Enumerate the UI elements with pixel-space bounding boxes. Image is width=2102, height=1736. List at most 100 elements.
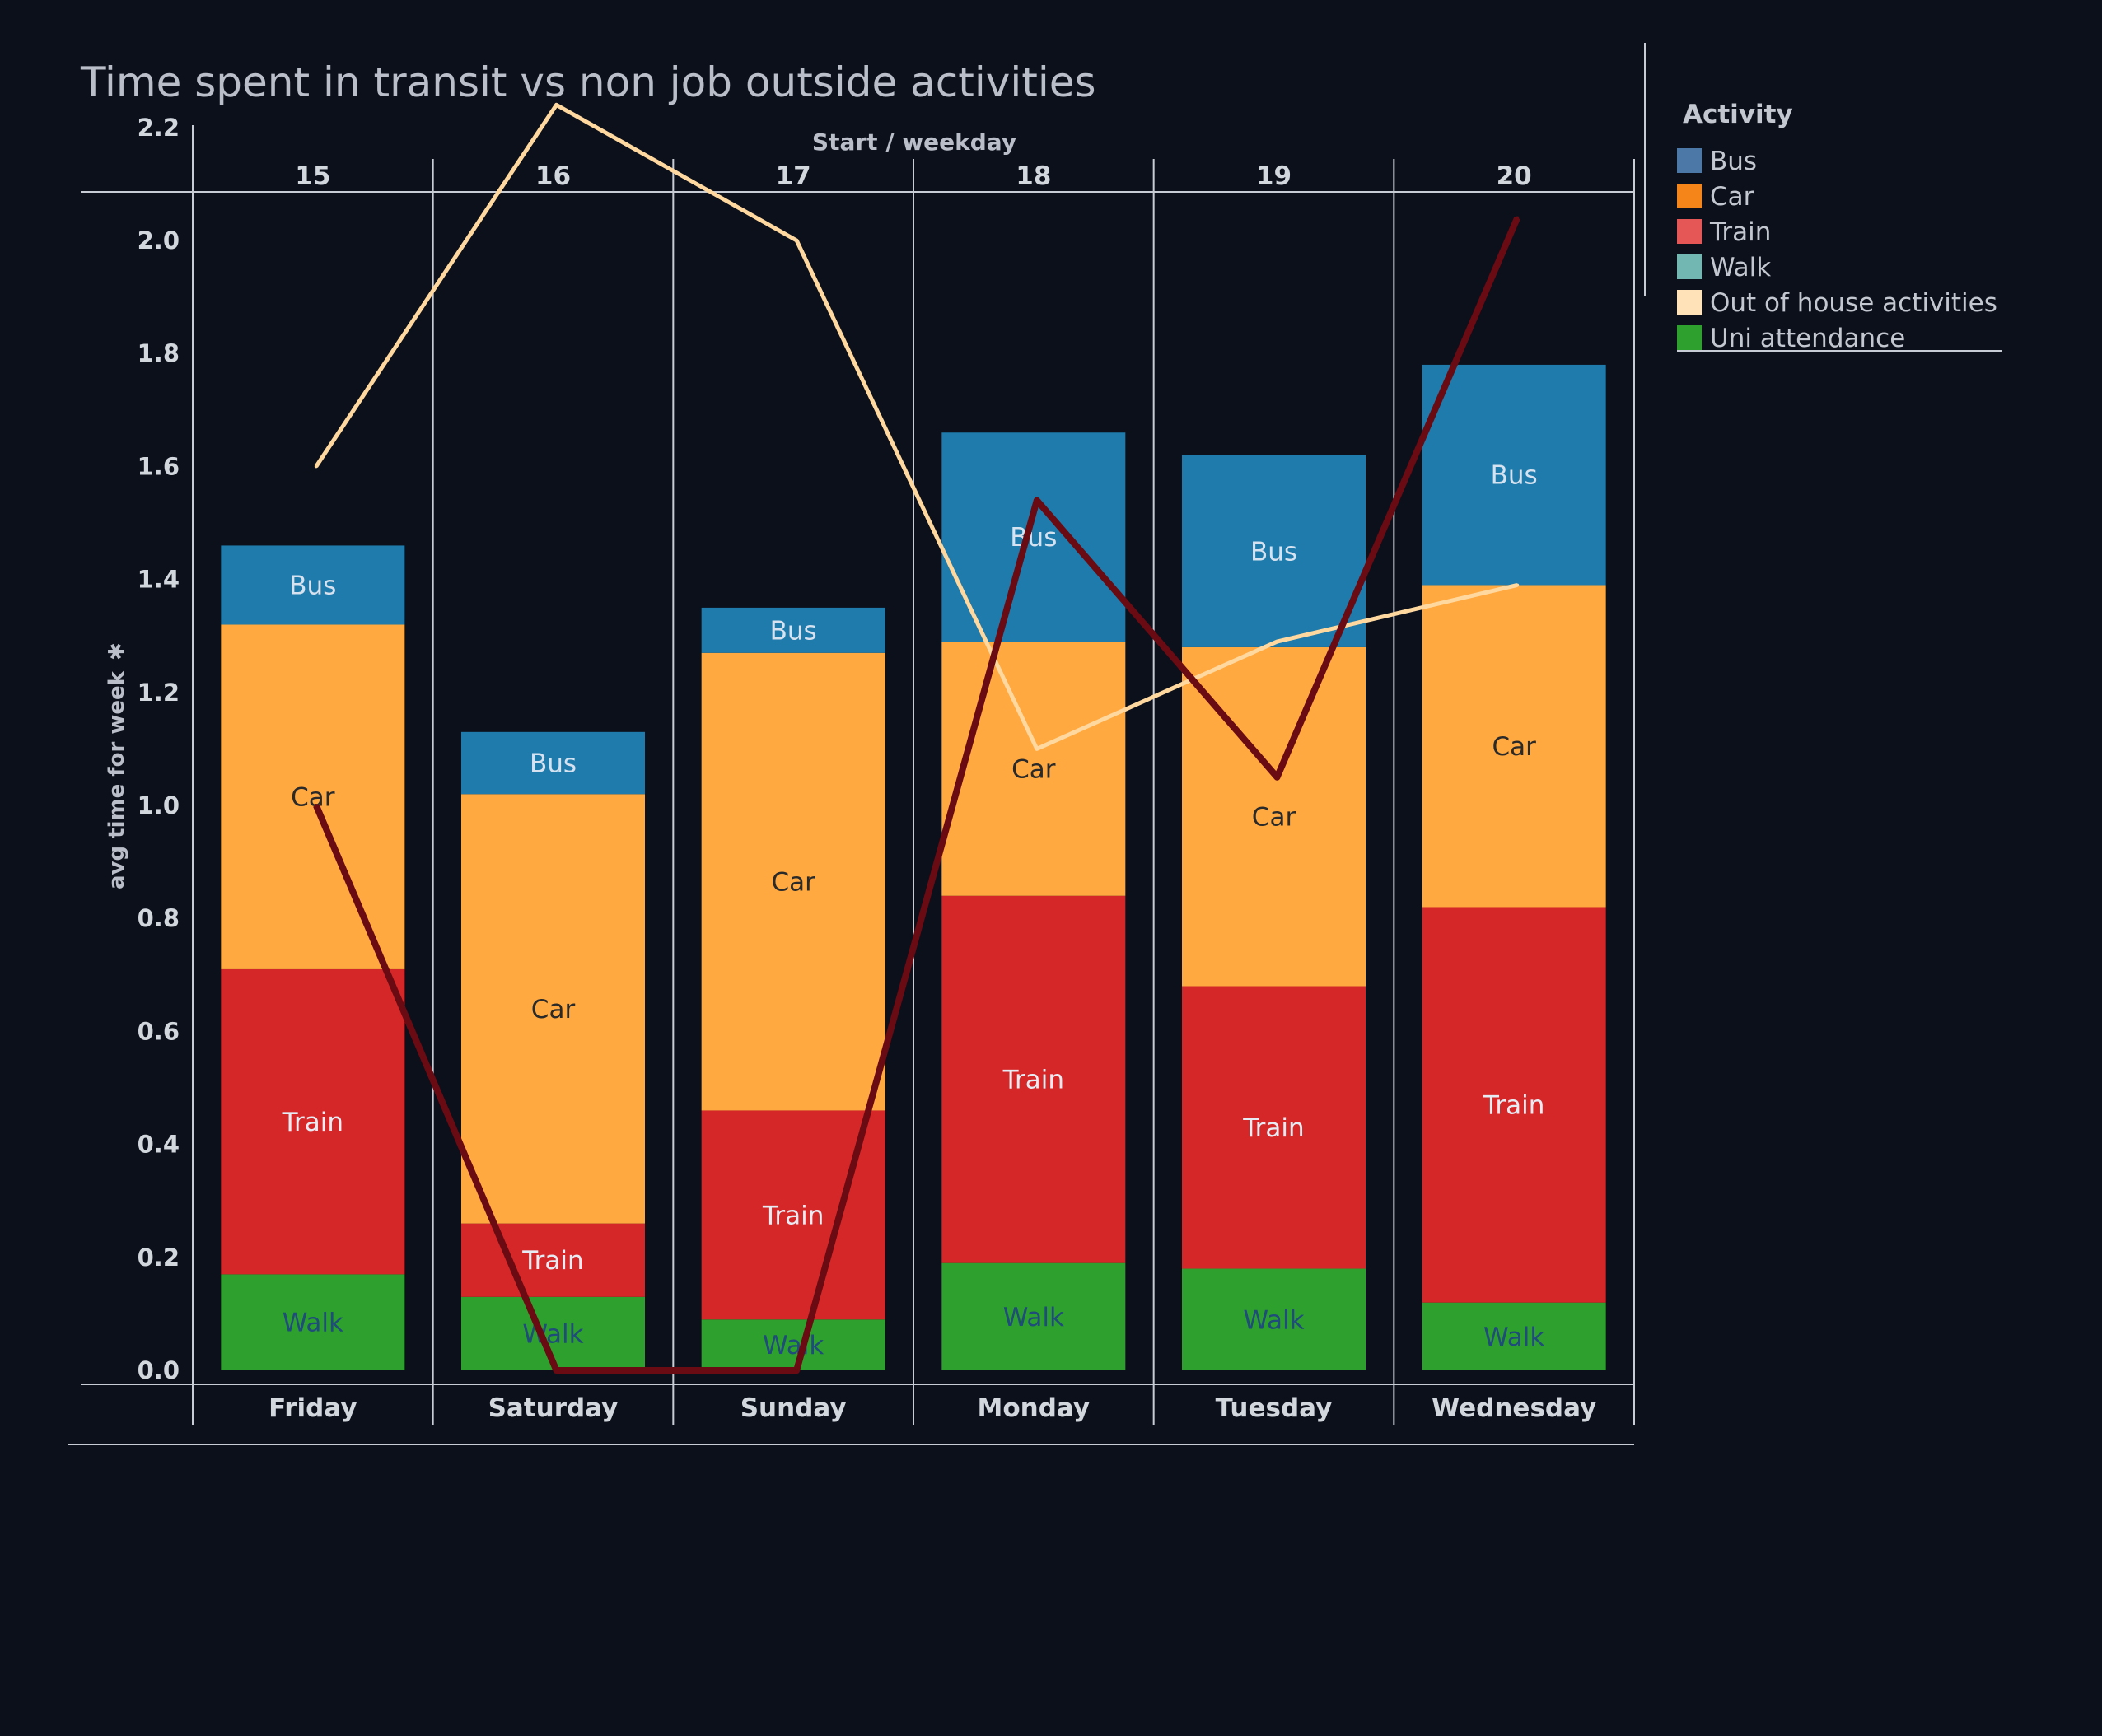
bar-segment-label: Bus	[1250, 537, 1297, 567]
column-header-label: 16	[535, 161, 571, 191]
line-point[interactable]	[314, 804, 318, 807]
bar-segment-car[interactable]	[221, 624, 405, 969]
bar-segment-car[interactable]	[1422, 585, 1606, 908]
bar-segment-car[interactable]	[941, 642, 1126, 896]
bar-segment-walk[interactable]	[1182, 1268, 1366, 1370]
bar-segment-bus[interactable]	[941, 432, 1126, 642]
bar-segment-walk[interactable]	[941, 1262, 1126, 1370]
legend-item-label[interactable]: Walk	[1710, 253, 1771, 282]
bar-segment-train[interactable]	[221, 968, 405, 1275]
line-point[interactable]	[1516, 216, 1520, 220]
y-tick-label: 1.0	[138, 791, 180, 819]
bar-segment-label: Walk	[1243, 1305, 1304, 1335]
line-point[interactable]	[314, 464, 318, 469]
bar-segment-train[interactable]	[1182, 986, 1366, 1269]
bar-segment-train[interactable]	[701, 1110, 885, 1320]
bar-segment-label: Train	[521, 1246, 583, 1276]
bars-layer: Walk Train Car Bus Walk Train Car Bus Walk Train C…	[221, 364, 1606, 1370]
bar-segment-bus[interactable]	[1182, 455, 1366, 647]
line-series-uni-attendance[interactable]	[313, 216, 1520, 1374]
sort-icon[interactable]: ✱	[105, 642, 129, 660]
bar-segment-bus[interactable]	[221, 545, 405, 625]
legend-item-label[interactable]: Train	[1709, 217, 1771, 247]
bar-segment-label: Train	[282, 1108, 343, 1137]
bar-segment-bus[interactable]	[461, 731, 645, 795]
bar-segment-label: Bus	[770, 616, 817, 646]
x-axis-header: Start / weekday	[812, 128, 1016, 156]
column-header-label: 19	[1256, 161, 1292, 191]
line-series-out-of-house-activities[interactable]	[314, 102, 1518, 751]
x-tick-label: Wednesday	[1432, 1393, 1596, 1423]
legend-swatch[interactable]	[1677, 325, 1702, 350]
bar-segment-train[interactable]	[1422, 907, 1606, 1303]
bar-segment-train[interactable]	[941, 895, 1126, 1263]
labels-layer: 15 16 17 18 19 20 0.0 0.2 0.4 0.6 0.8 1.0 1.2 1.4 1.6 1…	[138, 114, 1597, 1423]
bar-segment-label: Bus	[530, 749, 577, 779]
y-axis-label-group: avg time for week ✱	[105, 642, 129, 889]
x-tick-label: Monday	[978, 1393, 1091, 1423]
x-tick-label: Saturday	[488, 1393, 619, 1423]
legend-swatch[interactable]	[1677, 254, 1702, 279]
line-point[interactable]	[554, 1369, 558, 1372]
line-point[interactable]	[1275, 775, 1279, 779]
legend-item-label[interactable]: Bus	[1710, 147, 1757, 176]
bar-segment-bus[interactable]	[1422, 364, 1606, 586]
bar-segment-walk[interactable]	[1422, 1302, 1606, 1370]
bar-segment-label: Walk	[1483, 1323, 1544, 1352]
bar-segment-car[interactable]	[701, 652, 885, 1111]
bar-segment-label: Train	[1242, 1113, 1304, 1143]
legend-item-label[interactable]: Out of house activities	[1710, 288, 1997, 318]
bar-segment-label: Bus	[289, 571, 336, 600]
bar-segment-label: Car	[531, 995, 576, 1024]
chart-title: Time spent in transit vs non job outside…	[80, 58, 1096, 106]
bar-segment-walk[interactable]	[701, 1319, 885, 1370]
column-header-label: 18	[1016, 161, 1051, 191]
y-tick-label: 0.6	[138, 1017, 180, 1045]
y-tick-label: 2.2	[138, 114, 180, 142]
line-point[interactable]	[554, 103, 558, 107]
legend-swatch[interactable]	[1677, 290, 1702, 315]
bar-segment-label: Car	[1252, 803, 1296, 833]
x-tick-label: Sunday	[740, 1393, 847, 1423]
y-tick-label: 1.4	[138, 566, 180, 594]
line-point[interactable]	[1516, 583, 1520, 587]
legend-item-label[interactable]: Car	[1710, 182, 1754, 212]
bar-segment-label: Train	[1483, 1091, 1544, 1121]
line-point[interactable]	[1035, 498, 1039, 502]
bar-segment-label: Bus	[1010, 523, 1057, 553]
legend-swatch[interactable]	[1677, 148, 1702, 173]
y-tick-label: 1.6	[138, 452, 180, 480]
y-tick-label: 1.8	[138, 339, 180, 367]
y-tick-label: 2.0	[138, 226, 180, 254]
legend: Activity Bus Car Train Walk Out of house act…	[1677, 100, 2002, 353]
bar-segment-car[interactable]	[461, 794, 645, 1224]
bar-segment-walk[interactable]	[221, 1274, 405, 1370]
bar-segment-bus[interactable]	[701, 607, 885, 653]
column-header-label: 15	[295, 161, 330, 191]
y-tick-label: 0.4	[138, 1131, 180, 1159]
column-header-label: 17	[776, 161, 811, 191]
bar-segment-label: Walk	[763, 1331, 824, 1360]
legend-swatch[interactable]	[1677, 219, 1702, 244]
grid-layer	[68, 43, 1646, 1445]
y-tick-label: 0.8	[138, 904, 180, 932]
bar-segment-label: Walk	[522, 1319, 583, 1349]
legend-swatch[interactable]	[1677, 184, 1702, 208]
column-header-label: 20	[1497, 161, 1532, 191]
bar-segment-label: Train	[762, 1201, 824, 1230]
line-point[interactable]	[1035, 747, 1039, 751]
bar-segment-label: Walk	[1003, 1303, 1064, 1332]
line-point[interactable]	[1275, 640, 1279, 644]
y-axis-label: avg time for week	[105, 670, 129, 889]
bar-segment-label: Train	[1002, 1066, 1064, 1095]
legend-title: Activity	[1683, 100, 1793, 129]
legend-item-label[interactable]: Uni attendance	[1710, 324, 1905, 353]
bar-segment-label: Bus	[1491, 461, 1538, 491]
lines-layer	[313, 102, 1520, 1374]
bar-segment-label: Car	[291, 783, 335, 813]
bar-segment-label: Car	[1011, 754, 1056, 784]
bar-segment-train[interactable]	[461, 1223, 645, 1297]
line-point[interactable]	[795, 1369, 799, 1372]
line-point[interactable]	[795, 239, 799, 242]
